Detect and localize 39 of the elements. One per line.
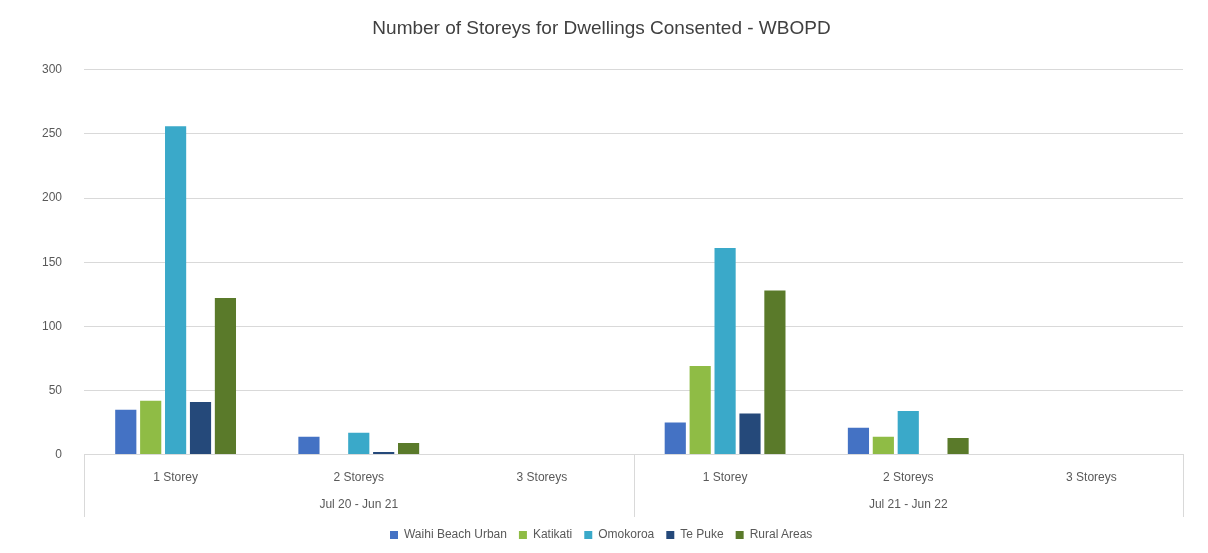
bar: [115, 409, 137, 455]
bar: [348, 432, 370, 455]
legend-label: Rural Areas: [749, 527, 813, 542]
x-tick-label: 1 Storey: [153, 470, 198, 485]
x-tick-label: 3 Storeys: [516, 470, 568, 485]
bar: [714, 248, 736, 455]
bar: [189, 402, 212, 455]
bar: [897, 410, 919, 455]
text: Jul 21 - Jun 22: [868, 497, 948, 512]
legend-label: Te Puke: [680, 527, 724, 542]
bar: [398, 443, 420, 455]
y-tick-label: 0: [55, 446, 63, 461]
bar: [764, 290, 786, 455]
x-tick-label: 2 Storeys: [333, 470, 385, 485]
bar: [664, 422, 686, 455]
chart-title: Number of Storeys for Dwellings Consented - WBOPD: [372, 16, 831, 38]
bar: [739, 413, 761, 455]
y-tick-label: 300: [41, 62, 63, 77]
text: Jul 20 - Jun 21: [319, 497, 399, 512]
bar: [298, 436, 320, 455]
bar: [947, 437, 969, 455]
legend-label: Waihi Beach Urban: [403, 527, 507, 542]
x-tick-label: 1 Storey: [702, 470, 748, 485]
legend-label: Omokoroa: [598, 527, 655, 542]
legend-label: Katikati: [532, 527, 573, 542]
bar: [847, 427, 870, 455]
x-tick-label: 3 Storeys: [1066, 470, 1117, 485]
y-tick-label: 100: [41, 318, 63, 333]
bar: [140, 400, 162, 455]
bar: [165, 126, 187, 455]
y-tick-label: 50: [48, 382, 63, 397]
y-tick-label: 150: [41, 254, 63, 269]
x-tick-label: 2 Storeys: [882, 470, 934, 485]
bar: [214, 298, 237, 455]
y-tick-label: 200: [41, 190, 63, 205]
bar: [373, 452, 395, 455]
bar: [689, 366, 711, 455]
bar: [872, 436, 894, 455]
y-tick-label: 250: [41, 126, 63, 141]
